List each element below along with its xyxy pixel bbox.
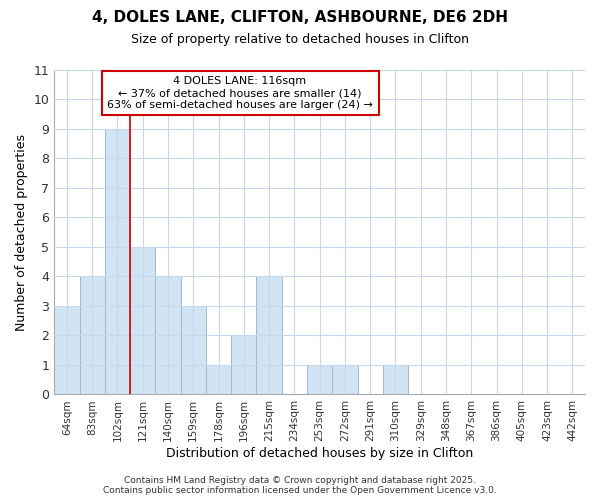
Bar [332, 365, 358, 394]
Bar [256, 276, 282, 394]
Bar [155, 276, 181, 394]
Bar [181, 306, 206, 394]
X-axis label: Distribution of detached houses by size in Clifton: Distribution of detached houses by size … [166, 447, 473, 460]
Bar [105, 129, 130, 394]
Bar [307, 365, 332, 394]
Text: 4 DOLES LANE: 116sqm
← 37% of detached houses are smaller (14)
63% of semi-detac: 4 DOLES LANE: 116sqm ← 37% of detached h… [107, 76, 373, 110]
Bar [80, 276, 105, 394]
Text: Contains HM Land Registry data © Crown copyright and database right 2025.
Contai: Contains HM Land Registry data © Crown c… [103, 476, 497, 495]
Bar [383, 365, 408, 394]
Y-axis label: Number of detached properties: Number of detached properties [15, 134, 28, 330]
Text: Size of property relative to detached houses in Clifton: Size of property relative to detached ho… [131, 32, 469, 46]
Bar [206, 365, 231, 394]
Bar [54, 306, 80, 394]
Bar [231, 336, 256, 394]
Text: 4, DOLES LANE, CLIFTON, ASHBOURNE, DE6 2DH: 4, DOLES LANE, CLIFTON, ASHBOURNE, DE6 2… [92, 10, 508, 25]
Bar [130, 247, 155, 394]
